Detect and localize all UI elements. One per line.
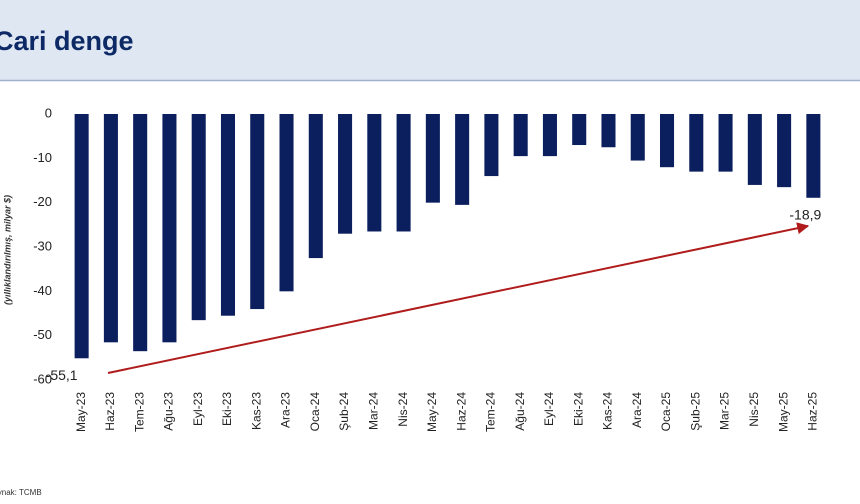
source: Kaynak: TCMB [0,488,42,497]
bar [367,114,382,232]
x-tick-label: Ara-23 [279,392,293,428]
x-tick-label: Eki-24 [571,392,585,426]
x-tick-label: May-25 [776,392,790,432]
x-tick-label: Eki-23 [220,392,234,426]
bar [250,114,265,310]
bar [279,114,294,292]
x-tick-label: Tem-24 [484,392,498,432]
x-tick-label: Oca-24 [308,392,322,432]
x-tick-label: Mar-24 [366,392,380,430]
y-tick-label: -50 [33,327,52,342]
y-tick-label: -20 [33,194,52,209]
x-tick-label: Ağu-23 [162,392,176,431]
bar [133,114,148,352]
y-axis-label: (yıllıklandırılmış, milyar $) [2,195,12,305]
value-label: -18,9 [789,206,821,222]
x-tick-label: Şub-25 [688,392,702,431]
bar [542,114,557,157]
bar [103,114,118,343]
y-tick-label: -60 [33,371,52,386]
x-tick-label: Nis-24 [396,392,410,427]
x-tick-label: Ara-24 [630,392,644,428]
bar [513,114,528,157]
x-tick-label: Haz-24 [454,392,468,431]
bar [484,114,499,177]
bar [572,114,587,146]
x-tick-label: Kas-24 [601,392,615,430]
y-tick-label: -40 [33,283,52,298]
x-tick-label: Tem-23 [132,392,146,432]
x-tick-label: Oca-25 [659,392,673,432]
x-tick-label: Haz-23 [103,392,117,431]
header-band [0,0,860,80]
x-tick-label: Eyl-24 [542,392,556,426]
x-tick-label: Eyl-23 [191,392,205,426]
y-tick-label: -30 [33,238,52,253]
bar [308,114,323,259]
trend-arrow [107,222,810,374]
x-tick-label: May-24 [425,392,439,432]
bar [162,114,177,343]
x-tick-label: Nis-25 [747,392,761,427]
bar [601,114,616,148]
x-tick-label: Haz-25 [806,392,820,431]
x-tick-label: Mar-25 [718,392,732,430]
bar [659,114,675,168]
chart-title: Cari denge [0,26,134,56]
value-label: -55,1 [46,367,78,383]
bar [455,114,470,205]
x-tick-label: May-23 [74,392,88,432]
y-tick-label: -10 [33,150,52,165]
bar [338,114,353,234]
bar [74,114,89,359]
bar [396,114,411,232]
bar [191,114,206,321]
bar [777,114,792,188]
bar [425,114,440,203]
bar [220,114,236,316]
x-tick-label: Şub-24 [337,392,351,431]
bar [718,114,733,172]
y-tick-label: 0 [45,105,52,120]
bar [747,114,762,185]
bar [806,114,821,198]
x-tick-label: Ağu-24 [513,392,527,431]
bar [689,114,704,172]
x-tick-label: Kas-23 [249,392,263,430]
bar [630,114,645,161]
